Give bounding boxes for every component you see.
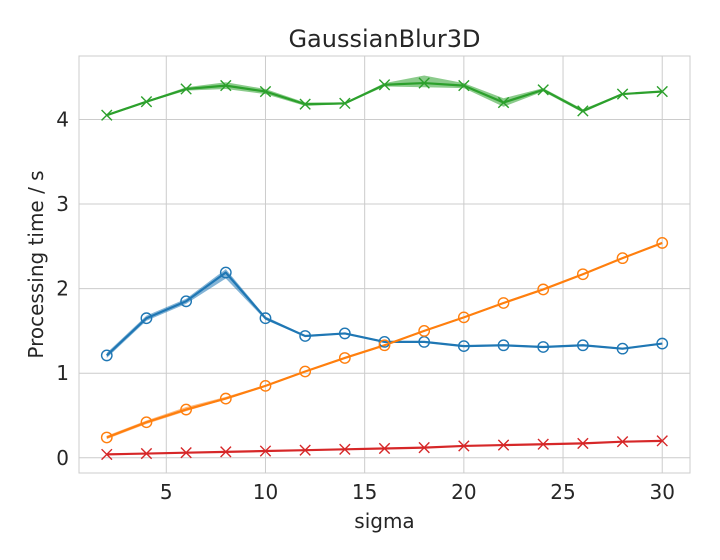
- series-4-point: [140, 447, 153, 460]
- series-4-point: [577, 437, 589, 450]
- y-axis-label: Processing time / s: [24, 170, 48, 358]
- series-3-point: [656, 85, 668, 98]
- x-axis-label: sigma: [354, 509, 414, 533]
- series-3-point: [616, 88, 629, 100]
- series-3-point: [101, 109, 113, 121]
- series-2-point: [656, 237, 669, 249]
- chart-title: GaussianBlur3D: [288, 25, 480, 53]
- series-1-point: [338, 327, 351, 340]
- series-1-point: [140, 312, 153, 325]
- y-tick-label: 0: [56, 446, 69, 470]
- x-tick-label: 10: [253, 480, 278, 504]
- series-3-point: [418, 77, 430, 89]
- x-tick-label: 15: [352, 480, 377, 504]
- series-2-point: [537, 283, 550, 296]
- series-3-point: [577, 105, 589, 117]
- series-2-point: [497, 297, 510, 309]
- series-4-point: [616, 436, 629, 448]
- series-1-point: [616, 342, 629, 355]
- y-tick-label: 4: [56, 107, 69, 131]
- series-2-point: [576, 268, 589, 281]
- series-4-point: [180, 447, 192, 459]
- series-markers: [100, 77, 669, 461]
- series-1-point: [457, 340, 470, 353]
- x-tick-label: 25: [550, 480, 575, 504]
- y-tick-label: 1: [56, 361, 69, 385]
- series-1-line: [106, 271, 663, 357]
- x-tick-label: 5: [160, 480, 173, 504]
- series-3-point: [220, 79, 232, 92]
- x-tick-label: 30: [650, 480, 675, 504]
- series-2-point: [219, 392, 232, 405]
- series-4-point: [259, 445, 272, 457]
- series-1-point: [497, 339, 510, 352]
- series-3-point: [537, 84, 549, 96]
- tick-labels: 5 10 15 20 25 30 0 1 2 3 4: [56, 107, 675, 504]
- series-3-point: [299, 98, 311, 110]
- series-1-point: [100, 349, 113, 362]
- series-2-point: [259, 379, 272, 392]
- series-2-line: [106, 241, 663, 439]
- series-4-point: [339, 443, 351, 456]
- series-1-point: [219, 266, 232, 279]
- series-4-point: [656, 435, 668, 447]
- x-tick-label: 20: [451, 480, 476, 504]
- series-1-point: [537, 341, 550, 353]
- y-tick-label: 2: [56, 277, 69, 301]
- series-1-point: [656, 337, 669, 350]
- error-bands: [106, 75, 663, 455]
- series-2-point: [299, 365, 312, 378]
- series-3-point: [180, 83, 192, 95]
- series-3-band: [106, 75, 663, 117]
- series-4-point: [497, 439, 510, 451]
- series-2-point: [616, 252, 629, 265]
- series-4-point: [378, 442, 391, 455]
- series-1-point: [378, 335, 391, 348]
- series-4-point: [537, 438, 549, 450]
- series-2-point: [180, 403, 193, 416]
- plot-frame: [78, 55, 691, 474]
- series-2-point: [100, 431, 113, 444]
- series-1-point: [259, 312, 272, 325]
- series-4-point: [418, 441, 430, 454]
- series-2-point: [140, 416, 153, 429]
- series-4-point: [101, 448, 113, 461]
- series-2-point: [338, 352, 351, 364]
- series-1-point: [576, 339, 589, 352]
- series-4-point: [299, 444, 311, 456]
- y-tick-label: 3: [56, 192, 69, 216]
- series-2-point: [378, 339, 391, 352]
- series-2-point: [418, 324, 431, 337]
- series-3-point: [140, 95, 153, 108]
- series-1-point: [180, 295, 193, 308]
- series-lines: [106, 81, 663, 456]
- series-3-point: [458, 79, 470, 92]
- series-3-point: [339, 97, 351, 110]
- series-2-point: [457, 311, 470, 324]
- series-1-point: [299, 330, 312, 342]
- series-4-point: [458, 440, 470, 452]
- series-3-point: [378, 79, 391, 91]
- series-4-point: [220, 446, 232, 458]
- series-3-point: [497, 96, 510, 109]
- series-3-point: [259, 85, 272, 98]
